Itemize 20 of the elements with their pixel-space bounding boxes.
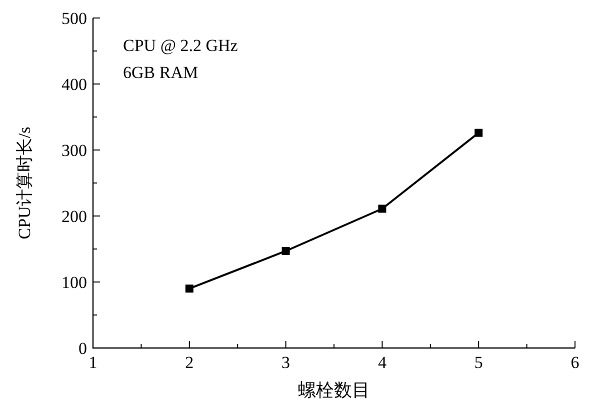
x-tick-label: 2 (185, 353, 194, 372)
point (185, 284, 194, 293)
y-tick-label: 0 (78, 339, 87, 358)
x-axis-title: 螺栓数目 (298, 380, 370, 400)
y-tick-label: 300 (62, 141, 87, 160)
y-tick-label: 400 (62, 75, 87, 94)
point (282, 246, 290, 255)
point (474, 128, 483, 137)
annotation: CPU @ 2.2 GHz (123, 36, 238, 55)
y-tick-label: 500 (62, 9, 87, 28)
x-tick-label: 5 (474, 353, 483, 372)
x-tick-label: 1 (88, 353, 98, 372)
y-tick-label: 100 (62, 273, 87, 292)
y-tick-label: 200 (62, 207, 87, 226)
x-tick-label: 4 (378, 353, 387, 372)
x-tick-label: 3 (282, 353, 290, 372)
x-tick-label: 6 (570, 353, 580, 372)
y-axis-title: CPU计算时长/s (15, 126, 34, 240)
annotation: 6GB RAM (123, 63, 198, 82)
point (378, 204, 386, 213)
